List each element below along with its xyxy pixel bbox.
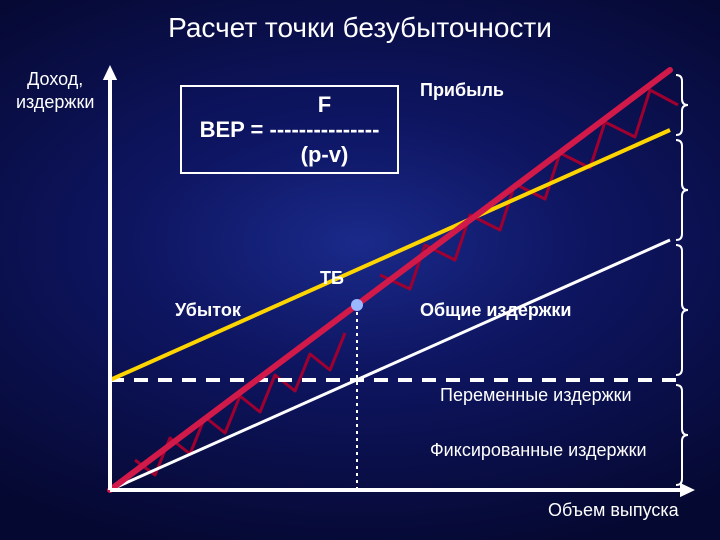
label-tb: ТБ	[320, 268, 344, 289]
label-profit: Прибыль	[420, 80, 504, 101]
ylabel-line1: Доход,	[27, 69, 83, 89]
label-fixed-cost: Фиксированные издержки	[430, 440, 647, 461]
label-xaxis: Объем выпуска	[548, 500, 679, 521]
label-var-cost: Переменные издержки	[440, 385, 632, 406]
page-title: Расчет точки безубыточности	[0, 12, 720, 44]
label-loss: Убыток	[175, 300, 241, 321]
label-total-cost: Общие издержки	[420, 300, 571, 321]
